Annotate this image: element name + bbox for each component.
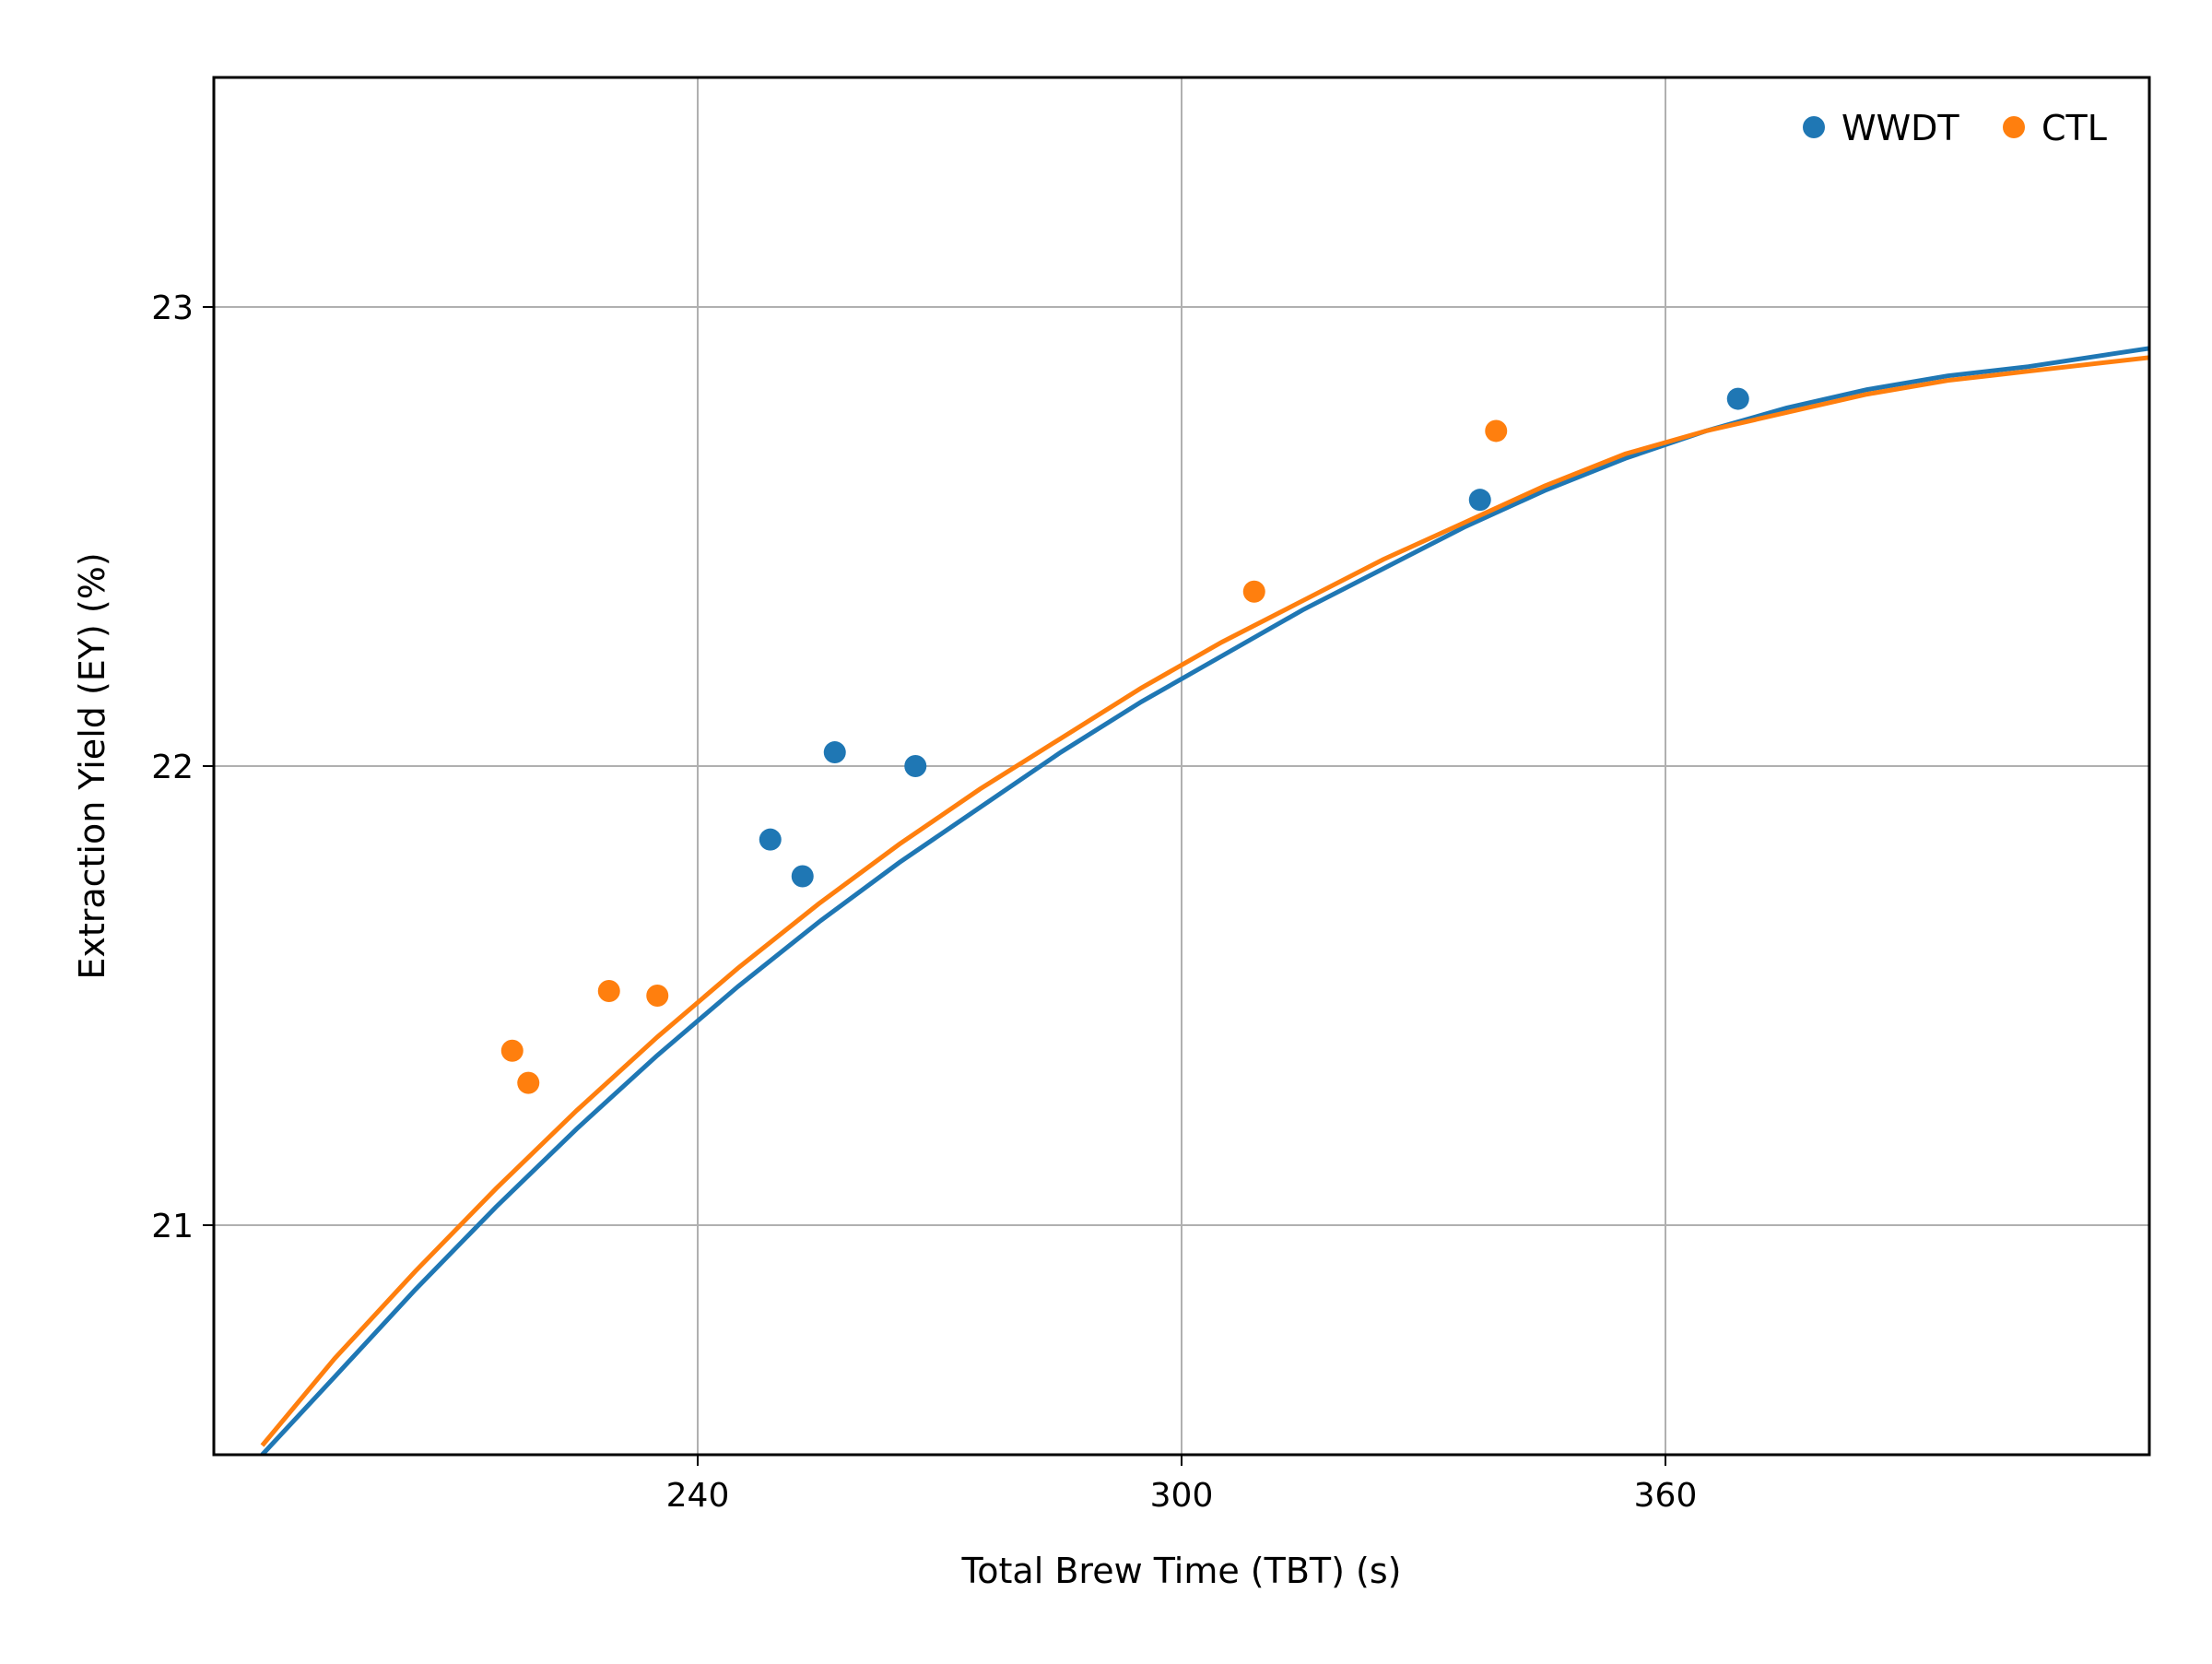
wwdt-data-point <box>791 865 814 888</box>
x-tick-label: 360 <box>1634 1477 1698 1515</box>
x-tick-label: 240 <box>666 1477 730 1515</box>
ctl-data-point <box>1242 580 1265 603</box>
ctl-data-point <box>646 985 669 1007</box>
ctl-fit-curve <box>260 355 2149 1447</box>
ctl-legend-marker <box>2003 116 2025 138</box>
wwdt-data-point <box>823 741 846 764</box>
grid-layer <box>214 77 2149 1455</box>
legend: WWDT CTL <box>1803 108 2107 148</box>
wwdt-legend-marker <box>1803 116 1825 138</box>
y-tick-label: 21 <box>151 1208 194 1245</box>
fit-curves-layer <box>260 346 2149 1455</box>
y-axis-label: Extraction Yield (EY) (%) <box>72 552 112 979</box>
ticks-layer: 240 300 360 21 22 23 <box>151 289 1697 1515</box>
x-axis-label: Total Brew Time (TBT) (s) <box>961 1551 1402 1591</box>
ctl-data-point <box>1485 419 1508 443</box>
wwdt-data-point <box>1468 489 1491 512</box>
ctl-data-point <box>500 1039 524 1062</box>
data-points-layer <box>500 387 1749 1094</box>
ctl-data-point <box>597 980 620 1003</box>
wwdt-data-point <box>904 755 927 777</box>
wwdt-legend-label: WWDT <box>1841 108 1959 148</box>
wwdt-data-point <box>759 828 782 851</box>
wwdt-data-point <box>1726 387 1749 410</box>
ctl-legend-label: CTL <box>2041 108 2107 148</box>
y-tick-label: 22 <box>151 749 194 786</box>
y-tick-label: 23 <box>151 289 194 327</box>
x-tick-label: 300 <box>1150 1477 1214 1515</box>
ctl-data-point <box>517 1071 540 1094</box>
wwdt-fit-curve <box>260 346 2149 1455</box>
